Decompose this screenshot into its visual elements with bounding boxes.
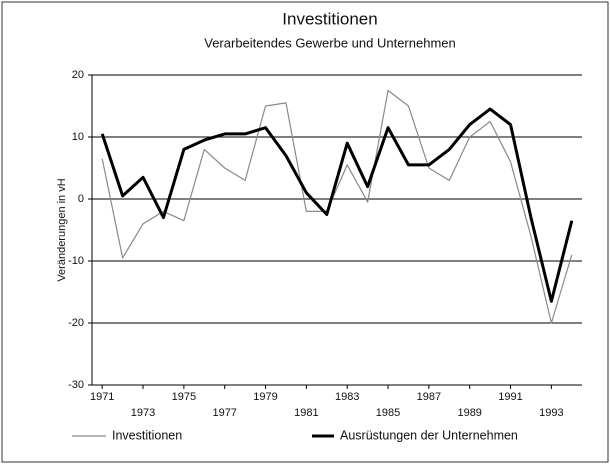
legend-label: Investitionen [112,428,182,442]
y-tick-label: 0 [78,193,84,205]
chart-title: Investitionen [282,9,377,28]
y-tick-label: 20 [72,69,84,81]
legend-label: Ausrüstungen der Unternehmen [340,428,518,442]
y-tick-label: 10 [72,131,84,143]
x-tick-label: 1975 [172,391,196,403]
y-tick-label: -20 [68,317,84,329]
chart-subtitle: Verarbeitendes Gewerbe und Unternehmen [204,35,456,50]
x-tick-label: 1985 [376,407,400,419]
x-tick-label: 1979 [253,391,277,403]
y-axis-label: Veränderungen in vH [56,178,68,281]
x-tick-label: 1987 [417,391,441,403]
x-tick-label: 1981 [294,407,318,419]
x-tick-label: 1993 [539,407,563,419]
x-tick-label: 1983 [335,391,359,403]
x-tick-label: 1977 [212,407,236,419]
series-line [100,107,574,303]
x-tick-label: 1989 [457,407,481,419]
x-tick-label: 1971 [90,391,114,403]
series-line [101,89,573,324]
x-tick-label: 1991 [498,391,522,403]
x-tick-label: 1973 [131,407,155,419]
y-tick-label: -10 [68,255,84,267]
y-tick-label: -30 [68,379,84,391]
